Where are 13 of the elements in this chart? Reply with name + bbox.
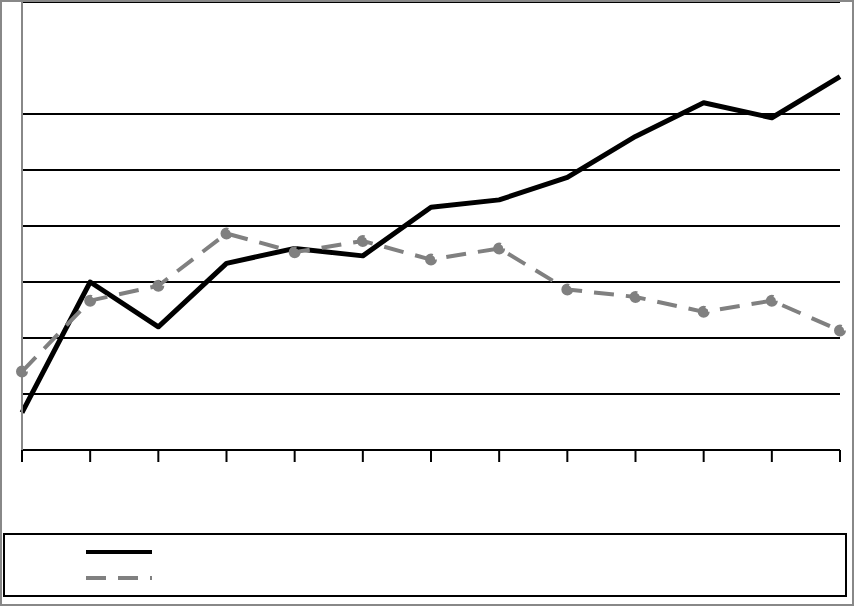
point xyxy=(493,242,506,255)
point xyxy=(561,283,574,296)
point xyxy=(425,253,437,266)
point xyxy=(152,279,165,292)
point xyxy=(629,290,642,303)
point xyxy=(84,294,97,307)
point xyxy=(697,305,710,318)
point xyxy=(356,234,369,247)
point xyxy=(220,227,233,240)
point xyxy=(288,246,301,259)
point xyxy=(834,324,846,337)
point xyxy=(16,365,28,378)
point xyxy=(765,294,778,307)
